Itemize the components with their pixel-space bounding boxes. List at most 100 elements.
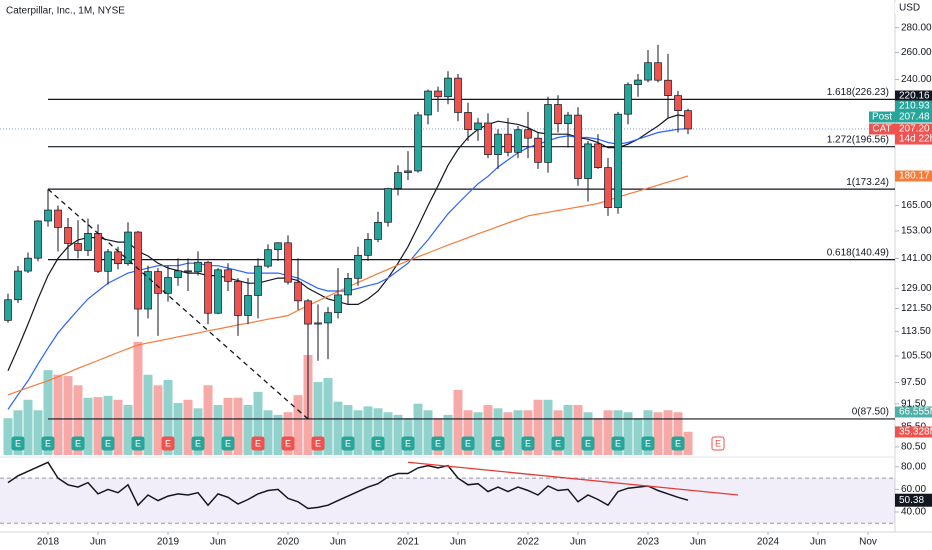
candle-body: [264, 249, 272, 267]
earnings-label: E: [165, 438, 171, 448]
candle-body: [354, 254, 362, 279]
earnings-label: E: [525, 438, 531, 448]
candle-body: [414, 114, 422, 172]
fib-label: 0(87.50): [852, 407, 889, 418]
earnings-marker: [711, 436, 725, 451]
price-label-box: [895, 111, 932, 123]
earnings-label: E: [45, 438, 51, 448]
rsi-line: [7, 461, 689, 510]
volume-bar: [43, 370, 53, 455]
candle-body: [614, 113, 622, 208]
earnings-marker: [521, 436, 535, 451]
fib-label: 1.272(196.56): [827, 134, 889, 145]
earnings-label: E: [315, 438, 321, 448]
rsi-tick-label: 60.00: [901, 484, 926, 495]
x-tick-label: Jun: [330, 537, 346, 548]
earnings-label: E: [645, 438, 651, 448]
fib-label: 1(173.24): [846, 177, 889, 188]
candle-body: [624, 84, 632, 115]
volume-bar: [333, 401, 343, 455]
candle-body: [44, 209, 52, 222]
x-tick-label: 2021: [397, 537, 420, 548]
volume-bar: [3, 418, 13, 455]
candle-body: [24, 257, 32, 272]
volume-bar: [73, 385, 83, 455]
candle-body: [584, 143, 592, 179]
y-tick-label: 113.50: [901, 326, 931, 337]
price-tag-box: [869, 111, 895, 123]
volume-bar: [103, 395, 113, 455]
candle-body: [284, 242, 292, 283]
candle-body: [644, 62, 652, 81]
price-tag: Post: [872, 112, 892, 123]
price-tag: CAT: [872, 124, 891, 135]
candle-body: [254, 265, 262, 296]
earnings-marker: [71, 436, 85, 451]
volume-bar: [633, 418, 643, 455]
candle-body: [244, 295, 252, 316]
candle-body: [674, 95, 682, 111]
earnings-label: E: [585, 438, 591, 448]
y-tick-label: 260.00: [901, 47, 932, 58]
candle-body: [574, 114, 582, 179]
price-label: 220.16: [899, 91, 930, 102]
earnings-label: E: [435, 438, 441, 448]
price-label: 207.48: [899, 112, 930, 123]
earnings-label: E: [75, 438, 81, 448]
volume-bar: [153, 385, 163, 455]
candle-body: [434, 90, 442, 98]
candle-body: [174, 270, 182, 278]
volume-bar: [23, 399, 33, 455]
volume-bar: [113, 399, 123, 455]
x-tick-label: 2018: [37, 537, 60, 548]
volume-bar: [393, 414, 403, 455]
volume-bar: [413, 403, 423, 455]
earnings-marker: [341, 436, 355, 451]
volume-bar: [423, 410, 433, 455]
candle-body: [114, 251, 122, 265]
volume-bar: [513, 410, 523, 455]
volume-bar: [243, 405, 253, 455]
earnings-marker: [101, 436, 115, 451]
candle-body: [554, 104, 562, 124]
y-tick-label: 280.00: [901, 22, 932, 33]
volume-bar: [33, 410, 43, 455]
candle-body: [564, 114, 572, 124]
candle-body: [294, 281, 302, 302]
candle-body: [304, 300, 312, 325]
price-label: 210.93: [899, 101, 930, 112]
volume-bar: [223, 397, 233, 455]
price-label: 207.20: [899, 124, 930, 135]
price-label: USD: [899, 3, 920, 14]
earnings-label: E: [715, 438, 721, 448]
volume-bar: [123, 405, 133, 455]
volume-bar: [483, 405, 493, 455]
x-tick-label: Nov: [859, 537, 877, 548]
volume-bar: [593, 418, 603, 455]
candle-body: [384, 188, 392, 223]
volume-bar: [283, 412, 293, 455]
earnings-label: E: [285, 438, 291, 448]
price-label-box: [895, 2, 932, 14]
volume-bar: [353, 410, 363, 455]
candle-body: [134, 231, 142, 310]
rsi-tick-label: 40.00: [901, 507, 926, 518]
candle-body: [424, 90, 432, 116]
volume-bar: [643, 410, 653, 455]
price-tag-box: [869, 123, 895, 135]
candle-body: [604, 167, 612, 208]
fib-label: 0.618(140.49): [827, 247, 889, 258]
earnings-label: E: [405, 438, 411, 448]
candle-body: [74, 243, 82, 251]
volume-bar: [133, 341, 143, 455]
candle-body: [274, 242, 282, 251]
earnings-label: E: [135, 438, 141, 448]
candle-body: [64, 227, 72, 244]
candle-body: [124, 231, 132, 265]
y-tick-label: 105.50: [901, 351, 932, 362]
earnings-marker: [581, 436, 595, 451]
volume-bar: [453, 389, 463, 455]
x-tick-label: 2022: [517, 537, 540, 548]
earnings-label: E: [15, 438, 21, 448]
volume-bar: [193, 408, 203, 455]
